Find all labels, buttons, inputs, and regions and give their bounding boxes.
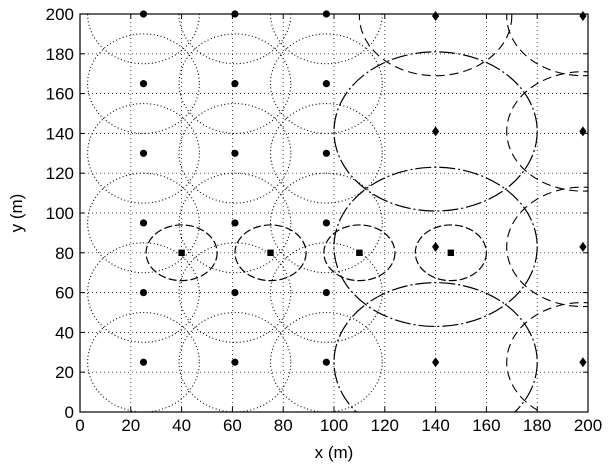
coverage-circle-dotted bbox=[87, 33, 200, 134]
coverage-circle-dotted bbox=[269, 311, 383, 412]
x-tick-label: 40 bbox=[172, 416, 191, 435]
circle-marker bbox=[139, 358, 148, 366]
y-tick-label: 140 bbox=[46, 124, 74, 143]
markers bbox=[139, 10, 587, 368]
y-tick-label: 180 bbox=[46, 45, 74, 64]
square-marker bbox=[178, 249, 185, 256]
circle-marker bbox=[322, 219, 330, 227]
y-tick-label: 200 bbox=[46, 5, 74, 24]
coverage-circle-dashed bbox=[358, 14, 513, 77]
diamond-marker bbox=[432, 241, 440, 252]
circle-marker bbox=[231, 149, 239, 157]
coverage-circle-dotted bbox=[87, 172, 200, 274]
coverage-circle-dashed bbox=[506, 71, 588, 192]
circle-marker bbox=[322, 358, 330, 366]
circle-marker bbox=[139, 219, 148, 227]
x-tick-label: 60 bbox=[223, 416, 242, 435]
ticks: 0 20 40 60 80 100 120 140 160 180 200 0 20 40 60 80 100 1… bbox=[46, 5, 603, 435]
y-tick-label: 20 bbox=[55, 363, 74, 382]
square-marker bbox=[356, 249, 363, 256]
coverage-circle-dotted bbox=[87, 242, 200, 343]
circle-marker bbox=[231, 80, 239, 88]
circle-marker bbox=[231, 289, 239, 297]
coverage-circle-small-dash bbox=[414, 224, 488, 282]
coverage-circle-dotted bbox=[178, 33, 292, 134]
coverage-circle-solid-dash bbox=[333, 51, 538, 212]
x-tick-label: 120 bbox=[371, 416, 399, 435]
y-tick-label: 80 bbox=[55, 244, 74, 263]
coverage-circle-solid-dash bbox=[333, 282, 538, 412]
square-marker bbox=[447, 249, 455, 256]
circle-marker bbox=[322, 149, 330, 157]
coverage-circle-dotted bbox=[269, 33, 383, 134]
diamond-marker bbox=[432, 126, 440, 137]
coverage-circles bbox=[87, 14, 588, 412]
circle-marker bbox=[231, 219, 239, 227]
circle-marker bbox=[139, 80, 148, 88]
coverage-circle-dotted bbox=[269, 172, 383, 274]
coverage-circle-dotted bbox=[178, 103, 292, 204]
y-tick-label: 0 bbox=[65, 403, 74, 422]
coverage-circle-small-dash bbox=[145, 224, 218, 282]
diamond-marker bbox=[579, 126, 587, 137]
circle-marker bbox=[139, 289, 148, 297]
diamond-marker bbox=[579, 241, 587, 252]
x-tick-label: 20 bbox=[121, 416, 140, 435]
circle-marker bbox=[322, 80, 330, 88]
x-tick-label: 80 bbox=[274, 416, 293, 435]
y-tick-label: 60 bbox=[55, 284, 74, 303]
y-tick-label: 100 bbox=[46, 204, 74, 223]
coverage-circle-dashed bbox=[506, 186, 588, 308]
x-tick-label: 0 bbox=[75, 416, 84, 435]
coverage-circle-dotted bbox=[269, 103, 383, 204]
coverage-circle-dotted bbox=[178, 311, 292, 412]
y-tick-label: 40 bbox=[55, 323, 74, 342]
coverage-circle-solid-dash bbox=[333, 166, 538, 328]
coverage-circle-dotted bbox=[178, 172, 292, 274]
x-tick-label: 180 bbox=[523, 416, 551, 435]
coverage-circle-dashed bbox=[506, 302, 588, 412]
coverage-circle-dotted bbox=[178, 242, 292, 343]
x-axis-label: x (m) bbox=[315, 443, 354, 462]
x-tick-label: 200 bbox=[574, 416, 602, 435]
y-axis-label: y (m) bbox=[7, 194, 26, 233]
x-tick-label: 160 bbox=[472, 416, 500, 435]
y-tick-label: 160 bbox=[46, 85, 74, 104]
diamond-marker bbox=[432, 357, 440, 368]
circle-marker bbox=[139, 149, 148, 157]
x-tick-label: 140 bbox=[421, 416, 449, 435]
circle-marker bbox=[322, 289, 330, 297]
square-marker bbox=[267, 249, 274, 256]
coverage-circle-dotted bbox=[87, 103, 200, 204]
coverage-circle-dotted bbox=[87, 311, 200, 412]
y-tick-label: 120 bbox=[46, 164, 74, 183]
coverage-circle-small-dash bbox=[323, 224, 396, 282]
coverage-circle-small-dash bbox=[234, 224, 307, 282]
diamond-marker bbox=[579, 357, 587, 368]
x-tick-label: 100 bbox=[320, 416, 348, 435]
circle-marker bbox=[231, 358, 239, 366]
coverage-circle-dashed bbox=[506, 14, 588, 77]
